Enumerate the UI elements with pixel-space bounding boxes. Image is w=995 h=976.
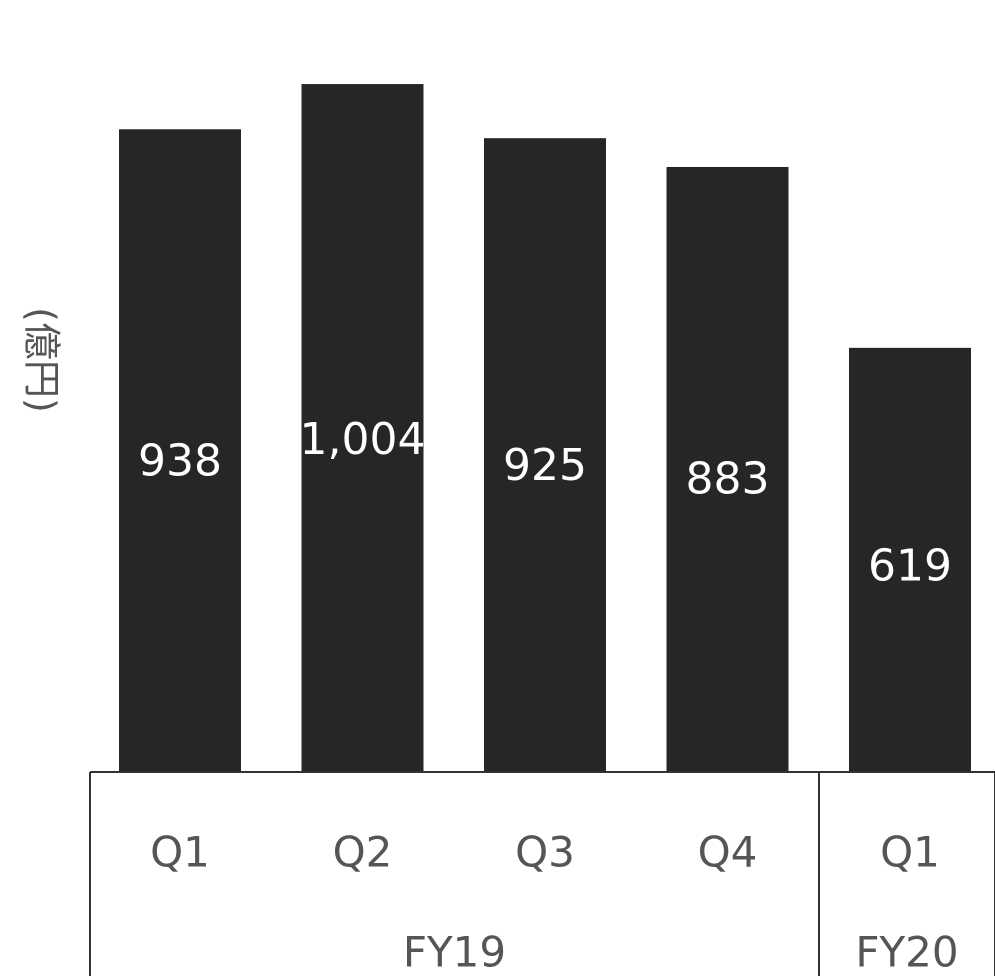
bar-value-label: 883 (686, 454, 770, 505)
bar (484, 138, 606, 772)
x-tick-label: Q4 (698, 828, 758, 877)
x-tick-label: Q1 (150, 828, 210, 877)
bar (301, 84, 424, 772)
bar-value-label: 1,004 (300, 414, 426, 465)
x-group-label: FY19 (403, 928, 506, 976)
bar-value-label: 619 (868, 540, 952, 591)
bar (666, 166, 789, 773)
x-group-label: FY20 (855, 928, 958, 976)
x-tick-label: Q3 (515, 828, 575, 877)
bar-value-label: 925 (503, 440, 587, 491)
bar (119, 129, 241, 772)
bar (849, 347, 971, 772)
bar-value-label: 938 (138, 435, 222, 486)
x-tick-label: Q2 (333, 828, 393, 877)
x-tick-label: Q1 (880, 828, 940, 877)
